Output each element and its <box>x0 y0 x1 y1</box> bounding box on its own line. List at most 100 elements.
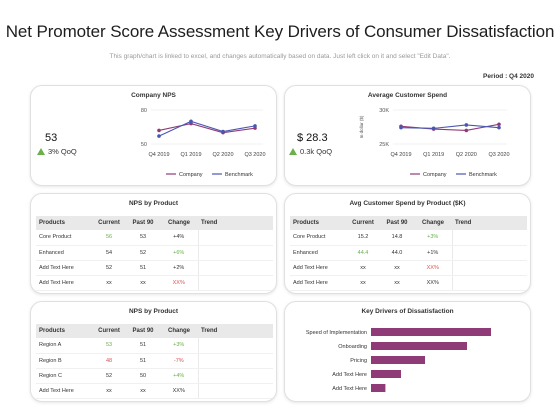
column-header: Trend <box>198 324 273 338</box>
x-tick-label: Q2 2020 <box>456 152 477 158</box>
column-header: Current <box>92 324 126 338</box>
trend-cell <box>197 383 273 399</box>
product-cell: Region C <box>36 368 92 384</box>
past-cell: 50 <box>126 368 160 384</box>
drivers-bar-chart: Speed of Implementation Onboarding Pricing… <box>306 328 491 392</box>
trend-cell <box>451 245 527 261</box>
nps-product-card: NPS by Product Products Current Past 90 Cha… <box>30 193 277 294</box>
trend-cell <box>197 353 273 369</box>
column-header: Change <box>160 216 198 230</box>
product-cell: Region A <box>36 338 92 354</box>
current-cell: 52 <box>92 368 126 384</box>
trend-cell <box>197 230 273 246</box>
series-line-company <box>400 123 500 131</box>
avg-spend-value: $ 28.3 <box>297 132 328 144</box>
bar <box>371 328 491 336</box>
table-row: Add Text Here xx xx XX% <box>290 260 527 276</box>
page-subtitle: This graph/chart is linked to excel, and… <box>109 53 451 60</box>
y-tick-label: 30K <box>379 108 389 114</box>
past-cell: xx <box>126 275 160 291</box>
up-arrow-icon <box>289 148 297 155</box>
column-header: Current <box>346 216 380 230</box>
table-row: Enhanced 54 52 +6% <box>36 245 273 261</box>
avg-spend-card: Average Customer Spend $ 28.3 0.3k QoQ 3… <box>284 85 531 186</box>
table-row: Add Text Here xx xx XX% <box>36 275 273 291</box>
bar-label: Add Text Here <box>332 386 367 392</box>
legend-label-company: Company <box>423 172 447 178</box>
column-header: Trend <box>198 216 273 230</box>
data-point <box>157 134 161 138</box>
nps-product-title: NPS by Product <box>128 200 179 207</box>
data-point <box>221 129 225 134</box>
column-header: Current <box>92 216 126 230</box>
drivers-card: Key Drivers of Dissatisfaction Speed of … <box>284 301 531 402</box>
table-row: Add Text Here xx xx XX% <box>36 383 273 399</box>
trend-cell <box>451 275 527 291</box>
current-cell: 56 <box>92 230 126 246</box>
x-tick-label: Q1 2019 <box>423 152 444 158</box>
company-nps-value: 53 <box>45 132 58 144</box>
change-cell: XX% <box>414 275 452 291</box>
data-point <box>157 128 161 133</box>
change-cell: +3% <box>414 230 452 246</box>
column-header: Change <box>414 216 452 230</box>
product-cell: Add Text Here <box>290 260 346 276</box>
bar-label: Add Text Here <box>332 372 367 378</box>
product-cell: Region B <box>36 353 92 369</box>
table-header-row: Products Current Past 90 Change Trend <box>36 324 273 338</box>
product-cell: Add Text Here <box>36 260 92 276</box>
series-line-benchmark <box>400 124 500 129</box>
data-point <box>497 122 501 127</box>
past-cell: 53 <box>126 230 160 246</box>
table-row: Region C 52 50 +4% <box>36 368 273 384</box>
x-tick-label: Q2 2020 <box>212 152 233 158</box>
table-row: Add Text Here xx xx XX% <box>290 275 527 291</box>
current-cell: 53 <box>92 338 126 354</box>
past-cell: xx <box>126 383 160 399</box>
current-cell: xx <box>346 260 380 276</box>
legend-label-benchmark: Benchmark <box>469 172 497 178</box>
y-tick-label: 50 <box>141 142 147 148</box>
nps-region-title: NPS by Product <box>128 308 179 315</box>
data-point <box>189 119 193 124</box>
bar-label: Speed of Implementation <box>306 330 367 336</box>
y-axis-label: In dollar ($) <box>359 115 364 138</box>
avg-spend-line-chart: 30K 25K In dollar ($) Q4 2019 Q1 2019 Q2 2020… <box>359 108 510 178</box>
table-row: Region B 48 51 -7% <box>36 353 273 369</box>
trend-cell <box>197 368 273 384</box>
x-tick-label: Q1 2019 <box>180 152 201 158</box>
column-header: Products <box>36 216 92 230</box>
data-point <box>464 123 469 127</box>
data-point <box>464 128 469 133</box>
column-header: Change <box>160 324 198 338</box>
nps-product-table: Products Current Past 90 Change Trend Core Pr… <box>36 216 273 291</box>
column-header: Trend <box>452 216 527 230</box>
period-label: Period : Q4 2020 <box>483 73 534 80</box>
table-row: Core Product 15.2 14.8 +3% <box>290 230 527 246</box>
past-cell: 52 <box>126 245 160 261</box>
x-tick-label: Q3 2020 <box>244 152 265 158</box>
current-cell: xx <box>92 275 126 291</box>
product-cell: Core Product <box>36 230 92 246</box>
page-title: Net Promoter Score Assessment Key Driver… <box>5 22 555 41</box>
x-tick-label: Q4 2019 <box>390 152 411 158</box>
current-cell: 44.4 <box>346 245 380 261</box>
change-cell: -7% <box>160 353 198 369</box>
past-cell: 44.0 <box>380 245 414 261</box>
current-cell: xx <box>92 383 126 399</box>
current-cell: 48 <box>92 353 126 369</box>
company-nps-change: 3% QoQ <box>37 147 77 156</box>
change-cell: +3% <box>160 338 198 354</box>
table-row: Enhanced 44.4 44.0 +1% <box>290 245 527 261</box>
past-cell: xx <box>380 260 414 276</box>
nps-region-table: Products Current Past 90 Change Trend Region … <box>36 324 273 399</box>
change-cell: +2% <box>160 260 198 276</box>
nps-region-card: NPS by Product Products Current Past 90 Cha… <box>30 301 277 402</box>
legend-label-benchmark: Benchmark <box>225 172 253 178</box>
change-cell: +1% <box>414 245 452 261</box>
past-cell: 51 <box>126 260 160 276</box>
past-cell: 51 <box>126 353 160 369</box>
current-cell: 15.2 <box>346 230 380 246</box>
bar-label: Pricing <box>350 358 367 364</box>
